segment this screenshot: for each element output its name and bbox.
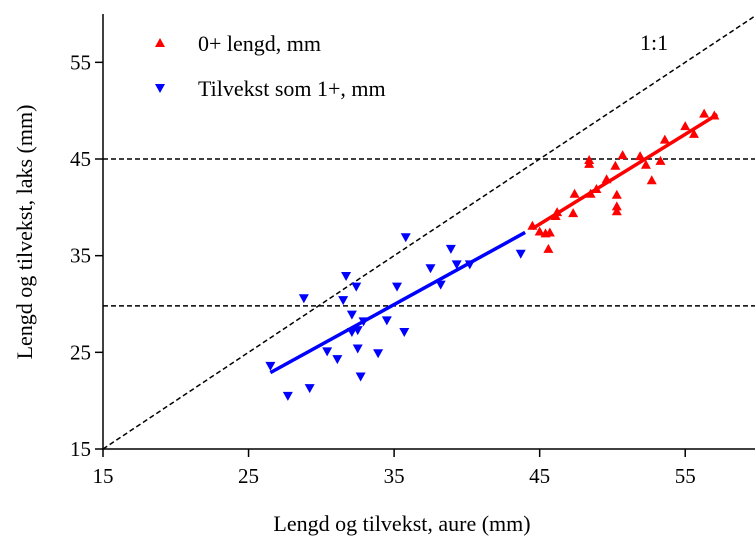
data-point xyxy=(655,155,666,165)
data-point xyxy=(611,206,622,216)
x-axis-label: Lengd og tilvekst, aure (mm) xyxy=(273,511,530,536)
data-point xyxy=(543,243,554,253)
data-point xyxy=(611,189,622,199)
data-point xyxy=(399,328,410,338)
data-point xyxy=(351,282,362,292)
data-point xyxy=(304,384,315,394)
data-point xyxy=(584,158,595,168)
data-point xyxy=(322,347,333,357)
fit-line xyxy=(269,230,526,375)
data-point xyxy=(341,271,352,281)
data-point xyxy=(640,159,651,169)
data-point xyxy=(352,326,363,336)
legend-label: 0+ lengd, mm xyxy=(198,31,321,56)
data-point xyxy=(464,260,475,270)
data-point xyxy=(709,110,720,120)
data-point xyxy=(617,150,628,160)
data-point xyxy=(425,264,436,274)
data-point xyxy=(392,282,403,292)
fit-line xyxy=(531,113,719,231)
data-point xyxy=(332,355,343,365)
data-point xyxy=(659,134,670,144)
data-point xyxy=(534,226,545,236)
data-point xyxy=(381,316,392,326)
data-point xyxy=(569,188,580,198)
data-point xyxy=(646,175,657,185)
data-point xyxy=(451,260,462,270)
data-point xyxy=(611,201,622,211)
y-tick-label: 15 xyxy=(70,437,91,461)
data-point xyxy=(591,183,602,193)
data-point xyxy=(688,128,699,138)
data-point xyxy=(680,121,691,131)
data-point xyxy=(346,310,357,320)
x-tick-label: 35 xyxy=(384,464,405,488)
data-point xyxy=(435,280,446,290)
data-point xyxy=(699,108,710,118)
data-point xyxy=(601,174,612,184)
x-tick-label: 15 xyxy=(93,464,114,488)
y-tick-label: 25 xyxy=(70,340,91,364)
annotation: 1:1 xyxy=(640,30,668,55)
data-point xyxy=(552,207,563,217)
data-point xyxy=(265,361,276,371)
data-point xyxy=(282,391,293,401)
x-tick-label: 45 xyxy=(529,464,550,488)
data-point xyxy=(338,296,349,306)
data-point xyxy=(346,328,357,338)
data-point xyxy=(568,208,579,218)
legend-marker xyxy=(155,38,165,47)
y-tick-label: 35 xyxy=(70,244,91,268)
identity-line xyxy=(103,15,755,450)
data-point xyxy=(400,233,411,243)
data-point xyxy=(445,244,456,254)
data-point xyxy=(544,227,555,237)
data-point xyxy=(352,344,363,354)
y-tick-label: 45 xyxy=(70,147,91,171)
data-point xyxy=(635,151,646,161)
x-tick-label: 55 xyxy=(675,464,696,488)
y-axis-label: Lengd og tilvekst, laks (mm) xyxy=(12,105,37,360)
data-point xyxy=(610,160,621,170)
legend-marker xyxy=(155,84,165,93)
plot-area xyxy=(103,15,755,450)
data-point xyxy=(373,349,384,359)
data-point xyxy=(298,294,309,304)
legend-label: Tilvekst som 1+, mm xyxy=(198,76,386,101)
x-tick-label: 25 xyxy=(238,464,259,488)
data-point xyxy=(355,372,366,382)
data-point xyxy=(527,220,538,230)
data-point xyxy=(585,188,596,198)
y-tick-label: 55 xyxy=(70,50,91,74)
data-point xyxy=(358,317,369,327)
data-point xyxy=(515,249,526,259)
